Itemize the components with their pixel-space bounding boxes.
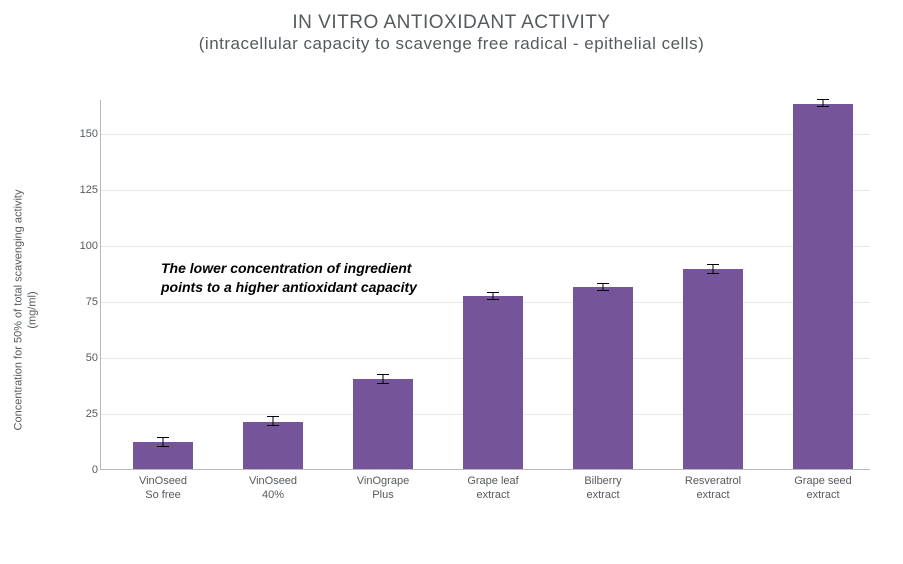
bar: [683, 269, 743, 469]
error-cap: [377, 383, 389, 384]
error-cap: [157, 437, 169, 438]
chart-title: IN VITRO ANTIOXIDANT ACTIVITY: [0, 12, 903, 34]
bar: [463, 296, 523, 469]
x-tick-label: Resveratrolextract: [665, 469, 761, 503]
bar: [793, 104, 853, 470]
error-cap: [267, 425, 279, 426]
annotation-line: points to a higher antioxidant capacity: [161, 278, 417, 297]
annotation-text: The lower concentration of ingredientpoi…: [161, 259, 417, 297]
y-tick-label: 50: [74, 352, 98, 364]
bar: [573, 287, 633, 469]
y-tick-label: 125: [74, 184, 98, 196]
error-cap: [377, 374, 389, 375]
y-tick-label: 0: [74, 464, 98, 476]
y-axis-label-line1: Concentration for 50% of total scavengin…: [13, 190, 25, 431]
error-cap: [707, 273, 719, 274]
error-cap: [817, 99, 829, 100]
annotation-line: The lower concentration of ingredient: [161, 259, 417, 278]
x-tick-label: VinOseed40%: [225, 469, 321, 503]
bar: [353, 379, 413, 469]
plot-area: VinOseedSo freeVinOseed40%VinOgrapePlusG…: [100, 100, 870, 470]
x-tick-label: VinOgrapePlus: [335, 469, 431, 503]
chart-container: Concentration for 50% of total scavengin…: [48, 90, 878, 530]
grid-line: [101, 134, 870, 135]
x-tick-label: Bilberryextract: [555, 469, 651, 503]
y-tick-label: 75: [74, 296, 98, 308]
error-cap: [817, 106, 829, 107]
chart-subtitle: (intracellular capacity to scavenge free…: [0, 34, 903, 54]
x-tick-label: Grape leafextract: [445, 469, 541, 503]
y-axis-label-line2: (mg/ml): [27, 291, 39, 328]
error-cap: [487, 292, 499, 293]
chart-title-block: IN VITRO ANTIOXIDANT ACTIVITY (intracell…: [0, 0, 903, 54]
error-cap: [597, 290, 609, 291]
error-cap: [487, 299, 499, 300]
bar: [243, 422, 303, 469]
error-cap: [267, 416, 279, 417]
y-tick-label: 150: [74, 128, 98, 140]
x-tick-label: VinOseedSo free: [115, 469, 211, 503]
error-cap: [707, 264, 719, 265]
grid-line: [101, 190, 870, 191]
y-axis-label: Concentration for 50% of total scavengin…: [12, 190, 41, 431]
y-tick-label: 100: [74, 240, 98, 252]
error-cap: [157, 446, 169, 447]
grid-line: [101, 246, 870, 247]
y-tick-label: 25: [74, 408, 98, 420]
x-tick-label: Grape seedextract: [775, 469, 871, 503]
error-cap: [597, 283, 609, 284]
